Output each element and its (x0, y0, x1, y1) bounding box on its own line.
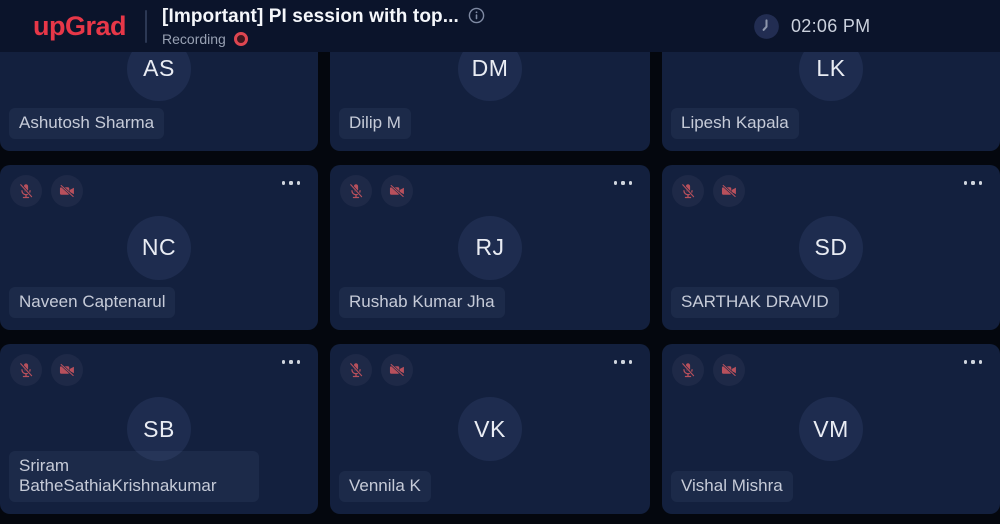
avatar-initials: RJ (475, 234, 505, 260)
tile-options-button[interactable] (610, 356, 637, 368)
participant-tile-dilip-m: DM Dilip M (330, 52, 650, 151)
avatar: SD (799, 215, 863, 280)
camera-off-icon (713, 354, 745, 386)
mic-muted-icon (672, 175, 704, 207)
recording-dot-icon (233, 31, 248, 46)
mic-muted-icon (672, 354, 704, 386)
clock-icon (753, 13, 780, 40)
meeting-title: [Important] PI session with top... (162, 5, 459, 27)
avatar-initials: DM (471, 55, 509, 81)
upgrad-logo: upGrad (33, 10, 127, 41)
participant-tile-lipesh-kapala: LK Lipesh Kapala (662, 52, 1000, 151)
participant-name: Naveen Captenarul (9, 286, 176, 318)
participant-name: Rushab Kumar Jha (339, 286, 505, 318)
mic-muted-icon (10, 175, 42, 207)
camera-off-icon (51, 354, 83, 386)
camera-off-icon (713, 175, 745, 207)
tile-options-button[interactable] (278, 356, 305, 368)
avatar-initials: SD (814, 234, 848, 260)
participants-grid: AS Ashutosh Sharma DM Dilip M LK Lipesh … (0, 52, 1000, 514)
info-icon[interactable] (468, 7, 485, 24)
participant-tile-vishal-mishra: VM Vishal Mishra (662, 344, 1000, 514)
participant-tile-sarthak-dravid: SD SARTHAK DRAVID (662, 165, 1000, 330)
participant-name: Ashutosh Sharma (9, 107, 165, 139)
participant-name: Vishal Mishra (671, 470, 793, 502)
avatar: SB (127, 397, 191, 461)
avatar: AS (127, 52, 191, 101)
participant-tile-naveen-captenarul: NC Naveen Captenarul (0, 165, 318, 330)
avatar: RJ (458, 215, 522, 280)
participant-name: Vennila K (339, 470, 431, 502)
avatar-initials: LK (816, 55, 846, 81)
tile-options-button[interactable] (278, 177, 305, 189)
participant-tile-vennila-k: VK Vennila K (330, 344, 650, 514)
participant-name: Dilip M (339, 107, 411, 139)
recording-label: Recording (162, 30, 226, 47)
participant-tile-sriram-bathesathiakrishnakumar: SB Sriram BatheSathiaKrishnakumar (0, 344, 318, 514)
avatar: LK (799, 52, 863, 101)
camera-off-icon (51, 175, 83, 207)
top-bar: upGrad [Important] PI session with top..… (0, 0, 1000, 52)
avatar: DM (458, 52, 522, 101)
participant-tile-rushab-kumar-jha: RJ Rushab Kumar Jha (330, 165, 650, 330)
participant-name: Lipesh Kapala (671, 107, 799, 139)
participant-tile-ashutosh-sharma: AS Ashutosh Sharma (0, 52, 318, 151)
header-divider (145, 9, 148, 43)
meeting-time: 02:06 PM (791, 15, 871, 36)
mic-muted-icon (340, 175, 372, 207)
participant-name: Sriram BatheSathiaKrishnakumar (9, 450, 259, 502)
avatar-initials: VM (813, 415, 849, 442)
camera-off-icon (381, 354, 413, 386)
tile-options-button[interactable] (960, 177, 987, 189)
avatar-initials: VK (474, 415, 506, 442)
camera-off-icon (381, 175, 413, 207)
tile-options-button[interactable] (610, 177, 637, 189)
participant-name: SARTHAK DRAVID (671, 286, 839, 318)
mic-muted-icon (340, 354, 372, 386)
avatar-initials: AS (143, 55, 175, 81)
avatar-initials: NC (141, 234, 177, 260)
avatar: NC (127, 215, 191, 280)
mic-muted-icon (10, 354, 42, 386)
tile-options-button[interactable] (960, 356, 987, 368)
participants-viewport: AS Ashutosh Sharma DM Dilip M LK Lipesh … (0, 52, 1000, 524)
avatar: VM (799, 397, 863, 461)
avatar: VK (458, 397, 522, 461)
avatar-initials: SB (143, 415, 175, 442)
